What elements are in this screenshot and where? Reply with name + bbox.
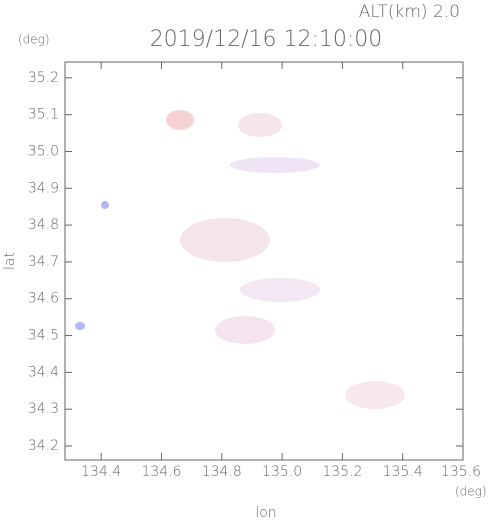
echo-blob	[166, 110, 194, 130]
echo-blob	[345, 381, 405, 409]
plot-frame	[64, 61, 464, 461]
echo-blob	[215, 316, 275, 344]
y-tick-label: 34.6	[28, 291, 59, 307]
echo-blob	[230, 157, 320, 173]
y-unit: (deg)	[18, 33, 50, 47]
y-tick-label: 34.9	[28, 180, 59, 196]
x-tick-label: 134.4	[81, 464, 121, 480]
x-tick-label: 134.8	[202, 464, 242, 480]
x-tick-label: 135.6	[441, 464, 481, 480]
x-tick-label: 135.0	[262, 464, 302, 480]
x-tick-label: 135.4	[383, 464, 423, 480]
echo-blob	[238, 113, 282, 137]
altitude-label: ALT(km) 2.0	[359, 2, 460, 22]
y-tick-label: 34.2	[28, 438, 59, 454]
echo-blob	[240, 278, 320, 302]
y-tick-label: 35.2	[28, 70, 59, 86]
echo-blob	[101, 201, 109, 209]
echo-field	[75, 110, 405, 409]
x-tick-label: 134.6	[141, 464, 181, 480]
y-tick-label: 34.7	[28, 254, 59, 270]
x-unit: (deg)	[455, 485, 487, 499]
x-tick-label: 135.2	[322, 464, 362, 480]
y-tick-label: 35.1	[28, 107, 59, 123]
chart-title: 2019/12/16 12:10:00	[150, 27, 383, 52]
y-tick-label: 34.4	[28, 364, 59, 380]
y-tick-label: 35.0	[28, 143, 59, 159]
echo-blob	[75, 322, 85, 330]
echo-blob	[180, 218, 270, 262]
x-axis-label: lon	[255, 505, 276, 521]
y-tick-label: 34.8	[28, 217, 59, 233]
y-tick-label: 34.3	[28, 401, 59, 417]
y-axis-label: lat	[2, 252, 18, 270]
y-tick-label: 34.5	[28, 328, 59, 344]
